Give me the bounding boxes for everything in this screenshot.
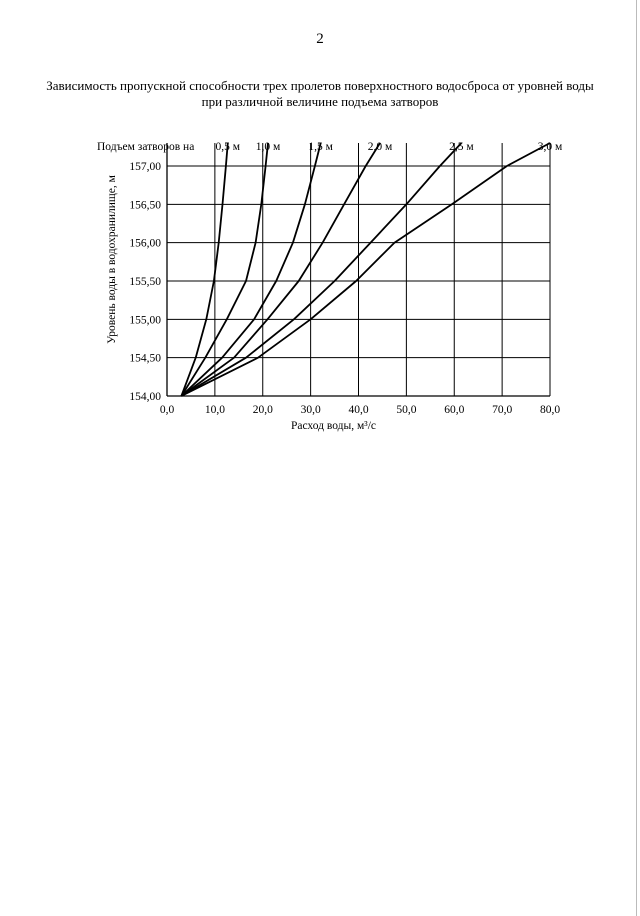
series-label: 1,0 м bbox=[256, 141, 281, 153]
page-edge-line bbox=[636, 0, 637, 916]
x-tick-label: 80,0 bbox=[540, 404, 560, 416]
y-tick-label: 154,50 bbox=[129, 353, 161, 365]
y-axis-label: Уровень воды в водохранилище, м bbox=[106, 174, 118, 343]
chart-title-line-1: Зависимость пропускной способности трех … bbox=[46, 78, 594, 93]
chart-title-line-2: при различной величине подъема затворов bbox=[201, 94, 439, 109]
page-number: 2 bbox=[316, 31, 324, 47]
series-label: 1,5 м bbox=[308, 141, 333, 153]
series-line bbox=[180, 142, 381, 397]
x-tick-label: 30,0 bbox=[301, 404, 321, 416]
series-line bbox=[180, 142, 322, 397]
y-tick-label: 156,00 bbox=[129, 238, 161, 250]
x-tick-label: 0,0 bbox=[160, 404, 175, 416]
x-tick-label: 10,0 bbox=[205, 404, 225, 416]
y-tick-label: 156,50 bbox=[129, 199, 161, 211]
series-label: 2,5 м bbox=[449, 141, 474, 153]
series-line bbox=[180, 142, 229, 397]
series-line bbox=[180, 142, 269, 397]
series-label: 3,0 м bbox=[538, 141, 563, 153]
series-label: 0,5 м bbox=[216, 141, 241, 153]
series-label: 2,0 м bbox=[368, 141, 393, 153]
y-tick-label: 155,00 bbox=[129, 314, 161, 326]
chart-title: Зависимость пропускной способности трех … bbox=[0, 78, 640, 110]
x-tick-label: 20,0 bbox=[253, 404, 273, 416]
x-tick-label: 60,0 bbox=[444, 404, 464, 416]
y-tick-label: 154,00 bbox=[129, 391, 161, 403]
x-axis-label: Расход воды, м³/с bbox=[291, 420, 376, 432]
x-tick-label: 50,0 bbox=[396, 404, 416, 416]
y-tick-label: 157,00 bbox=[129, 161, 161, 173]
legend-title: Подъем затворов на bbox=[97, 141, 194, 153]
x-tick-label: 40,0 bbox=[348, 404, 368, 416]
series-line bbox=[180, 142, 551, 397]
series-line bbox=[180, 142, 463, 397]
x-tick-label: 70,0 bbox=[492, 404, 512, 416]
y-tick-label: 155,50 bbox=[129, 276, 161, 288]
